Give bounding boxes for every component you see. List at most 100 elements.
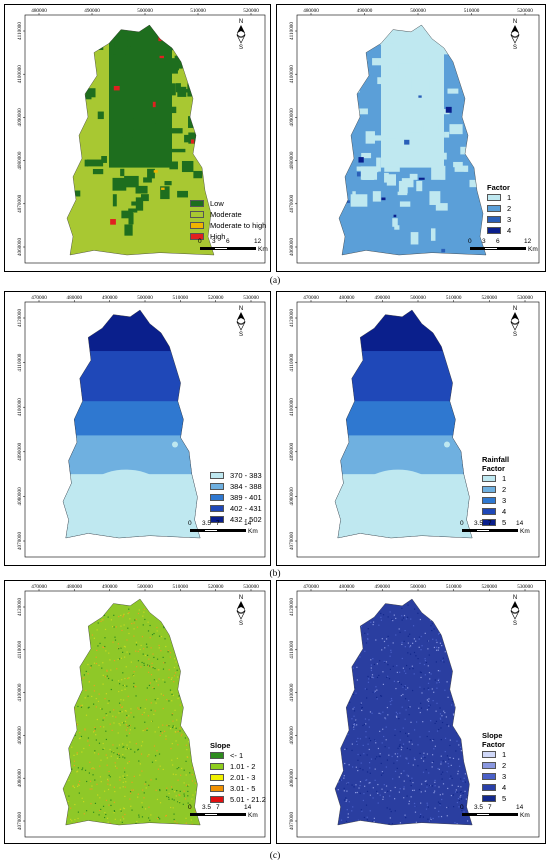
slope-cell [393, 614, 395, 616]
land-class [384, 172, 389, 183]
slope-cell [107, 702, 109, 704]
svg-text:N: N [239, 19, 243, 25]
legend-label: 2 [502, 485, 507, 494]
slope-cell [88, 649, 90, 651]
slope-cell [456, 617, 458, 620]
slope-cell [147, 715, 150, 717]
slope-cell [89, 761, 91, 763]
slope-cell [143, 662, 145, 664]
slope-cell [100, 612, 102, 615]
scale-segment [204, 529, 218, 532]
slope-cell [118, 690, 120, 693]
slope-cell [100, 759, 102, 761]
slope-cell [383, 640, 386, 643]
slope-cell [335, 683, 337, 685]
map-svg: 470000 480000 490000 500000 510000 520000 5300… [289, 584, 540, 838]
slope-cell [121, 711, 123, 713]
slope-cell [108, 652, 110, 654]
slope-cell [436, 702, 438, 704]
slope-cell [133, 682, 135, 684]
slope-cell [174, 731, 176, 733]
slope-cell [379, 794, 381, 796]
slope-cell [103, 747, 105, 749]
slope-cell [146, 687, 148, 689]
land-class [200, 129, 213, 144]
slope-cell [449, 744, 451, 747]
slope-cell [461, 809, 463, 812]
slope-cell [157, 817, 159, 820]
slope-cell [172, 694, 174, 696]
land-class [386, 174, 397, 186]
slope-cell [195, 617, 198, 619]
slope-cell [355, 766, 357, 768]
slope-cell [130, 661, 132, 663]
slope-cell [183, 782, 185, 784]
slope-cell [126, 714, 128, 717]
slope-cell [71, 607, 73, 610]
slope-cell [150, 814, 152, 816]
slope-cell [182, 803, 184, 805]
slope-cell [376, 756, 378, 758]
slope-cell [70, 607, 72, 609]
slope-cell [449, 757, 451, 759]
x-tick-label: 470000 [303, 584, 319, 590]
slope-cell [359, 792, 361, 794]
slope-cell [389, 655, 391, 657]
slope-cell [140, 753, 143, 755]
slope-cell [118, 753, 120, 755]
slope-cell [152, 653, 154, 655]
slope-cell [426, 753, 429, 755]
slope-cell [361, 709, 363, 712]
slope-cell [111, 751, 113, 753]
map-panel-c-right: 470000 480000 490000 500000 510000 520000 5300… [276, 580, 546, 844]
slope-cell [199, 678, 201, 680]
slope-cell [179, 790, 181, 792]
slope-cell [183, 795, 186, 797]
slope-cell [435, 710, 437, 712]
slope-cell [438, 728, 440, 731]
land-class [358, 157, 364, 163]
slope-cell [339, 674, 342, 676]
slope-cell [133, 775, 135, 777]
legend-swatch [482, 486, 496, 493]
slope-cell [372, 621, 375, 623]
slope-cell [390, 651, 392, 653]
scale-label: 0 [460, 520, 464, 527]
slope-cell [437, 767, 439, 770]
slope-cell [129, 653, 131, 655]
legend-label: 2.01 - 3 [230, 773, 256, 782]
scale-bar: 0 3 6 12 Km [198, 238, 272, 254]
rainfall-zone [78, 469, 174, 538]
legend-label: High [210, 232, 226, 241]
land-class [456, 27, 463, 40]
slope-cell [107, 821, 109, 823]
y-tick-label: 4080000 [289, 151, 295, 170]
slope-cell [346, 748, 348, 750]
slope-cell [362, 744, 364, 747]
slope-cell [400, 601, 402, 603]
slope-cell [69, 645, 71, 647]
slope-cell [155, 789, 157, 791]
slope-cell [161, 732, 163, 734]
slope-cell [440, 755, 442, 757]
slope-cell [171, 824, 173, 825]
slope-cell [135, 618, 137, 621]
slope-cell [81, 614, 83, 616]
slope-cell [77, 641, 79, 643]
slope-cell [125, 748, 127, 750]
slope-cell [201, 676, 202, 677]
slope-cell [411, 665, 413, 667]
slope-cell [68, 677, 70, 679]
slope-cell [113, 614, 115, 616]
slope-cell [188, 626, 190, 628]
slope-cell [104, 645, 106, 648]
slope-cell [435, 661, 437, 663]
slope-cell [194, 810, 196, 813]
slope-cell [458, 744, 460, 746]
slope-cell [408, 733, 410, 735]
slope-cell [431, 623, 433, 625]
slope-cell [106, 757, 108, 759]
slope-cell [103, 790, 106, 792]
slope-cell [432, 739, 434, 742]
slope-cell [437, 649, 439, 651]
